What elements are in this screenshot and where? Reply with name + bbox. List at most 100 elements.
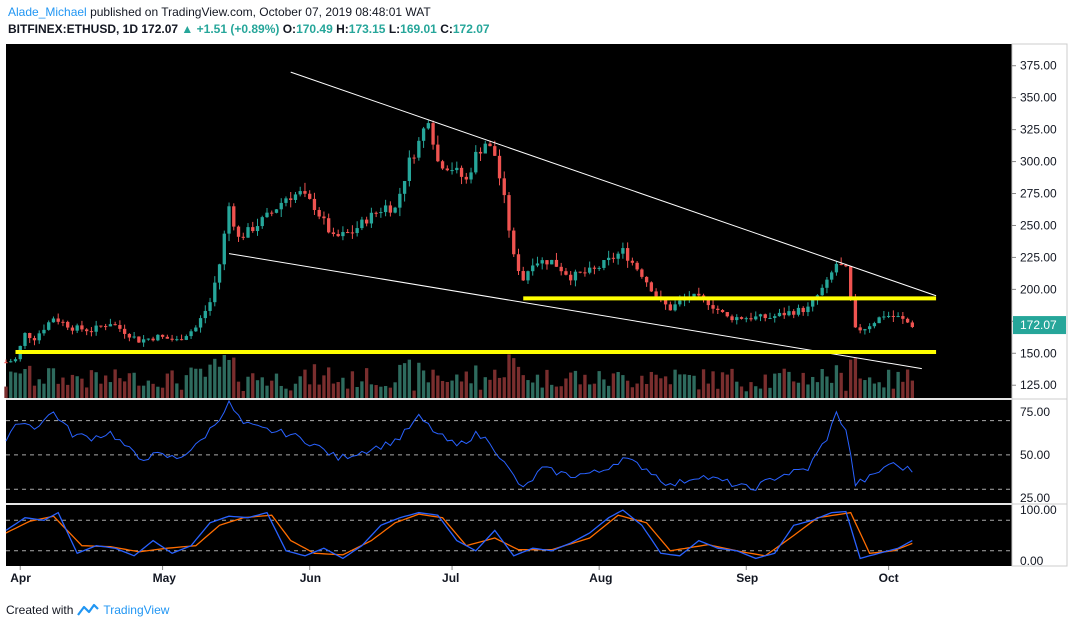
candle (431, 123, 435, 145)
candle (763, 314, 767, 319)
volume-bar (811, 376, 815, 398)
tradingview-brand-link[interactable]: TradingView (103, 603, 170, 617)
volume-bar (550, 384, 554, 398)
candle (289, 198, 293, 200)
volume-bar (872, 383, 877, 398)
candle (758, 314, 763, 317)
candle (241, 236, 245, 238)
candle (51, 318, 56, 323)
volume-bar (773, 373, 777, 398)
price-scale (1011, 43, 1068, 567)
volume-bar (80, 378, 84, 398)
candle (284, 198, 288, 203)
candle (170, 338, 174, 340)
candle (554, 259, 559, 267)
volume-bar (564, 378, 568, 398)
symbol-name[interactable]: BITFINEX:ETHUSD, 1D (8, 22, 139, 36)
candle (436, 144, 440, 162)
time-tick-label: Apr (10, 571, 31, 585)
volume-bar (450, 380, 454, 398)
volume-bar (687, 374, 691, 398)
volume-bar (227, 359, 231, 398)
candle (184, 336, 188, 340)
volume-bar (279, 385, 283, 398)
volume-bar (160, 387, 165, 398)
candle (867, 326, 872, 330)
volume-bar (830, 382, 834, 398)
volume-bar (545, 369, 549, 398)
candle (768, 317, 772, 319)
volume-bar (540, 387, 544, 398)
volume-bar (801, 372, 805, 398)
candle (398, 193, 402, 208)
volume-bar (554, 386, 559, 398)
candle (592, 267, 597, 269)
candle (706, 298, 710, 306)
time-tick-label: May (153, 571, 177, 585)
volume-bar (502, 377, 506, 398)
volume-bar (474, 365, 478, 398)
rsi-tick-label: 50.00 (1020, 448, 1050, 462)
volume-bar (317, 384, 321, 398)
candle (882, 316, 886, 318)
volume-bar (531, 382, 535, 398)
candle (118, 325, 122, 329)
author-link[interactable]: Alade_Michael (8, 5, 87, 19)
volume-bar (402, 363, 407, 398)
candle (573, 271, 578, 281)
volume-bar (649, 371, 654, 398)
volume-bar (75, 376, 79, 398)
volume-bar (754, 386, 758, 398)
volume-bar (246, 376, 250, 398)
candle (99, 325, 103, 327)
candle (616, 253, 620, 259)
candle (711, 305, 715, 309)
volume-bar (659, 378, 663, 398)
price-tick-label: 375.00 (1020, 59, 1057, 73)
volume-bar (711, 371, 715, 398)
volume-bar (749, 382, 753, 398)
volume-bar (758, 388, 763, 398)
candle (497, 155, 502, 179)
volume-bar (654, 374, 658, 398)
candle (886, 315, 891, 317)
candle (322, 216, 326, 219)
volume-bar (89, 370, 94, 398)
volume-bar (146, 380, 151, 398)
candle (583, 272, 587, 274)
candle (70, 327, 75, 331)
candle (42, 329, 46, 334)
volume-bar (768, 387, 772, 398)
candle (640, 269, 644, 277)
tradingview-logo-icon (77, 603, 100, 616)
candle (217, 264, 222, 283)
candle (293, 194, 298, 200)
candle (692, 293, 696, 297)
volume-bar (512, 358, 516, 398)
candle (312, 198, 317, 211)
volume-bar (137, 385, 141, 398)
volume-bar (298, 376, 302, 398)
candle (644, 276, 649, 283)
volume-bar (194, 368, 198, 398)
volume-bar (284, 388, 288, 398)
candle (649, 282, 654, 292)
candle (754, 316, 758, 320)
volume-bar (535, 374, 540, 398)
volume-bar (886, 369, 891, 398)
candle (464, 176, 468, 180)
volume-bar (891, 388, 896, 398)
volume-bar (896, 371, 900, 398)
volume-bar (848, 359, 853, 398)
time-tick-label: Jul (442, 571, 459, 585)
volume-bar (360, 381, 364, 398)
volume-bar (32, 385, 37, 398)
candle (678, 300, 682, 305)
candle (194, 327, 198, 332)
volume-bar (208, 364, 212, 398)
candle (364, 219, 369, 224)
volume-bar (725, 374, 729, 398)
stoch-k-line (5, 509, 913, 560)
